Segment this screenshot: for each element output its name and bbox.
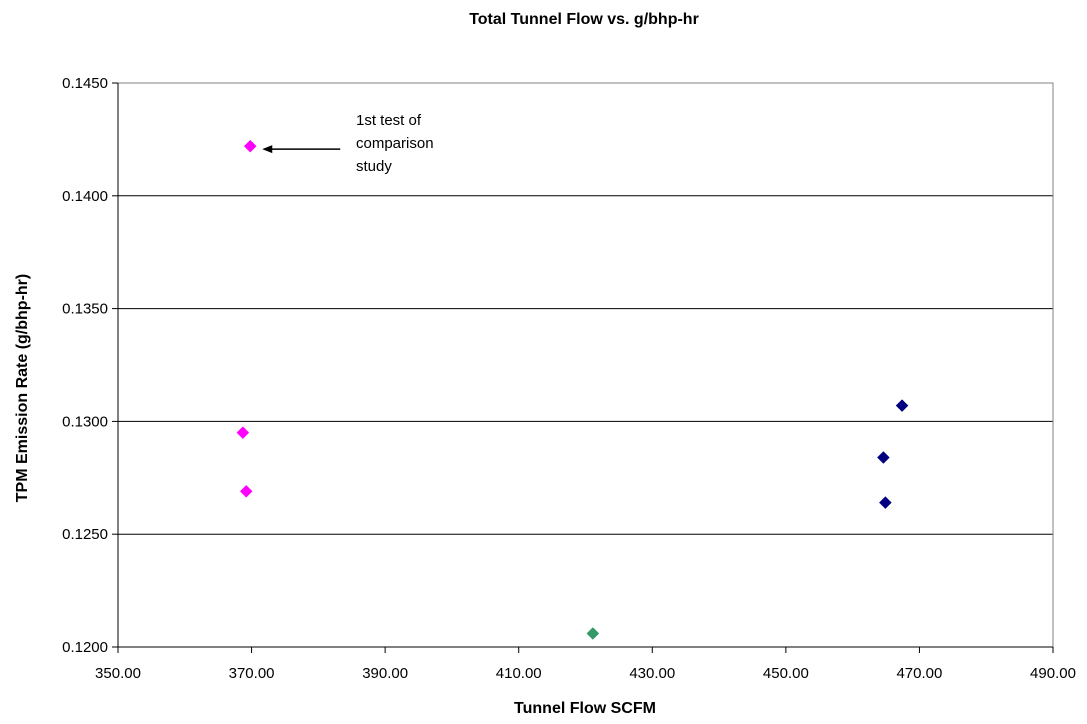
x-tick-label: 410.00: [496, 665, 542, 682]
y-axis-title: TPM Emission Rate (g/bhp-hr): [14, 274, 31, 502]
gridlines: [118, 195, 1053, 535]
y-tick-label: 0.1400: [62, 188, 108, 205]
annotation-text: comparison: [356, 135, 434, 152]
x-axis-title: Tunnel Flow SCFM: [514, 700, 656, 717]
axis-ticks: 0.1200 0.1250 0.1300 0.1350 0.1400 0.1450 350.…: [62, 75, 1076, 682]
x-tick-label: 450.00: [763, 665, 809, 682]
data-point: [895, 399, 909, 412]
data-point: [586, 627, 600, 640]
data-point: [236, 426, 250, 440]
data-point: [239, 484, 253, 498]
data-point: [877, 451, 890, 464]
annotation-text: study: [356, 158, 392, 175]
data-point: [879, 496, 892, 509]
x-tick-label: 350.00: [95, 665, 141, 682]
annotation-arrowhead: [262, 145, 273, 154]
y-tick-label: 0.1450: [62, 75, 108, 92]
y-tick-label: 0.1300: [62, 413, 108, 430]
annotation: 1st test of comparison study: [262, 112, 434, 175]
x-tick-label: 470.00: [896, 665, 942, 682]
data-points: [236, 139, 909, 640]
y-tick-label: 0.1200: [62, 639, 108, 656]
x-tick-label: 370.00: [229, 665, 275, 682]
data-point: [243, 139, 257, 153]
y-tick-label: 0.1250: [62, 526, 108, 543]
x-tick-label: 430.00: [629, 665, 675, 682]
x-tick-label: 390.00: [362, 665, 408, 682]
chart-title: Total Tunnel Flow vs. g/bhp-hr: [469, 11, 699, 28]
y-tick-label: 0.1350: [62, 301, 108, 318]
x-tick-label: 490.00: [1030, 665, 1076, 682]
annotation-text: 1st test of: [356, 112, 422, 129]
